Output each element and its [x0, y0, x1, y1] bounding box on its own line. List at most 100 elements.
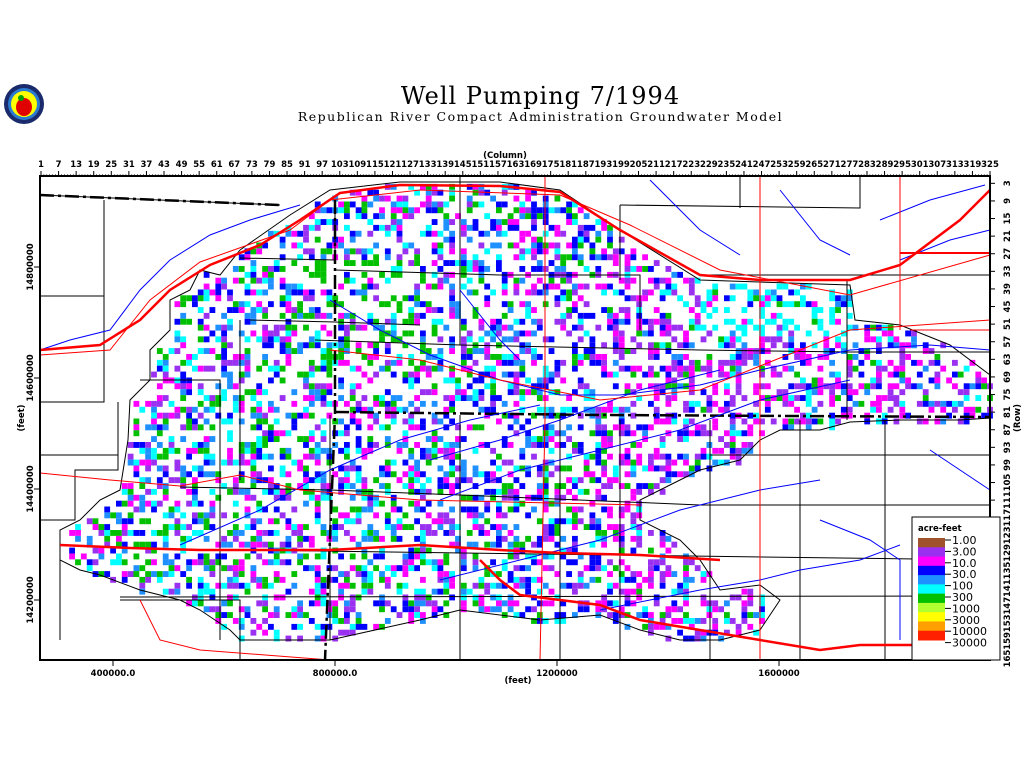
pumping-cell — [665, 635, 672, 642]
pumping-cell — [694, 635, 701, 642]
pumping-cell — [250, 266, 257, 272]
pumping-cell — [612, 318, 619, 325]
pumping-cell — [683, 277, 689, 284]
pumping-cell — [297, 483, 303, 489]
pumping-cell — [308, 395, 315, 401]
pumping-cell — [344, 629, 350, 636]
pumping-cell — [227, 359, 233, 366]
pumping-cell — [536, 242, 543, 249]
pumping-cell — [174, 447, 181, 454]
pumping-cell — [414, 406, 420, 413]
pumping-cell — [788, 365, 795, 372]
pumping-cell — [729, 436, 736, 442]
pumping-cell — [583, 301, 590, 308]
pumping-cell — [384, 389, 391, 396]
pumping-cell — [525, 512, 531, 519]
pumping-cell — [390, 219, 397, 225]
pumping-cell — [911, 359, 917, 366]
pumping-cell — [671, 383, 678, 390]
pumping-cell — [326, 312, 333, 319]
pumping-cell — [536, 471, 543, 478]
pumping-cell — [244, 312, 251, 319]
pumping-cell — [145, 541, 151, 548]
pumping-cell — [630, 442, 637, 448]
pumping-cell — [472, 189, 479, 196]
pumping-cell — [238, 330, 245, 337]
pumping-cell — [677, 365, 683, 372]
pumping-cell — [431, 271, 438, 278]
pumping-cell — [127, 530, 134, 536]
pumping-cell — [256, 383, 263, 390]
pumping-cell — [460, 219, 467, 225]
pumping-cell — [197, 389, 204, 396]
pumping-cell — [881, 330, 888, 337]
pumping-cell — [349, 365, 356, 372]
pumping-cell — [250, 618, 257, 624]
pumping-cell — [250, 312, 257, 319]
pumping-cell — [209, 348, 216, 354]
pumping-cell — [496, 530, 502, 536]
pumping-cell — [203, 553, 210, 560]
pumping-cell — [501, 283, 508, 290]
pumping-cell — [554, 230, 561, 237]
pumping-cell — [338, 553, 344, 560]
pumping-cell — [922, 395, 929, 401]
pumping-cell — [800, 377, 806, 384]
pumping-cell — [268, 518, 274, 525]
pumping-cell — [694, 459, 701, 466]
pumping-cell — [314, 453, 321, 460]
pumping-cell — [408, 295, 415, 302]
pumping-cell — [232, 535, 239, 542]
pumping-cell — [829, 289, 835, 296]
pumping-cell — [86, 535, 93, 542]
pumping-cell — [864, 336, 871, 343]
pumping-cell — [344, 254, 350, 261]
pumping-cell — [326, 412, 333, 419]
pumping-cell — [133, 465, 140, 472]
pumping-cell — [227, 436, 233, 442]
pumping-cell — [764, 295, 771, 302]
pumping-cell — [86, 518, 93, 525]
pumping-cell — [478, 606, 485, 613]
pumping-cell — [589, 406, 596, 413]
pumping-cell — [729, 400, 736, 407]
pumping-cell — [268, 365, 274, 372]
pumping-cell — [127, 571, 134, 577]
pumping-cell — [151, 406, 157, 413]
pumping-cell — [940, 418, 947, 425]
pumping-cell — [367, 342, 374, 349]
pumping-cell — [256, 418, 263, 425]
column-tick-label: 79 — [264, 160, 276, 170]
pumping-cell — [688, 365, 695, 372]
pumping-cell — [536, 541, 543, 548]
pumping-cell — [496, 477, 502, 484]
pumping-cell — [227, 318, 233, 325]
pumping-cell — [250, 318, 257, 325]
pumping-cell — [162, 571, 169, 577]
row-tick-label: 147 — [1003, 597, 1013, 615]
pumping-cell — [268, 266, 274, 272]
pumping-cell — [162, 395, 169, 401]
pumping-cell — [478, 389, 485, 396]
pumping-cell — [706, 442, 713, 448]
pumping-cell — [203, 447, 210, 454]
pumping-cell — [525, 418, 531, 425]
pumping-cell — [548, 389, 555, 396]
pumping-cell — [782, 418, 789, 425]
pumping-cell — [437, 512, 444, 519]
pumping-cell — [402, 418, 409, 425]
pumping-cell — [297, 606, 303, 613]
pumping-cell — [881, 395, 888, 401]
pumping-cell — [361, 494, 368, 501]
pumping-cell — [256, 518, 263, 525]
column-tick-label: 175 — [542, 160, 560, 170]
pumping-cell — [156, 383, 163, 390]
pumping-cell — [677, 359, 683, 366]
pumping-cell — [443, 406, 450, 413]
pumping-cell — [829, 395, 835, 401]
pumping-cell — [525, 553, 531, 560]
pumping-cell — [121, 483, 128, 489]
pumping-cell — [688, 307, 695, 313]
pumping-cell — [572, 219, 578, 225]
pumping-cell — [396, 477, 403, 484]
